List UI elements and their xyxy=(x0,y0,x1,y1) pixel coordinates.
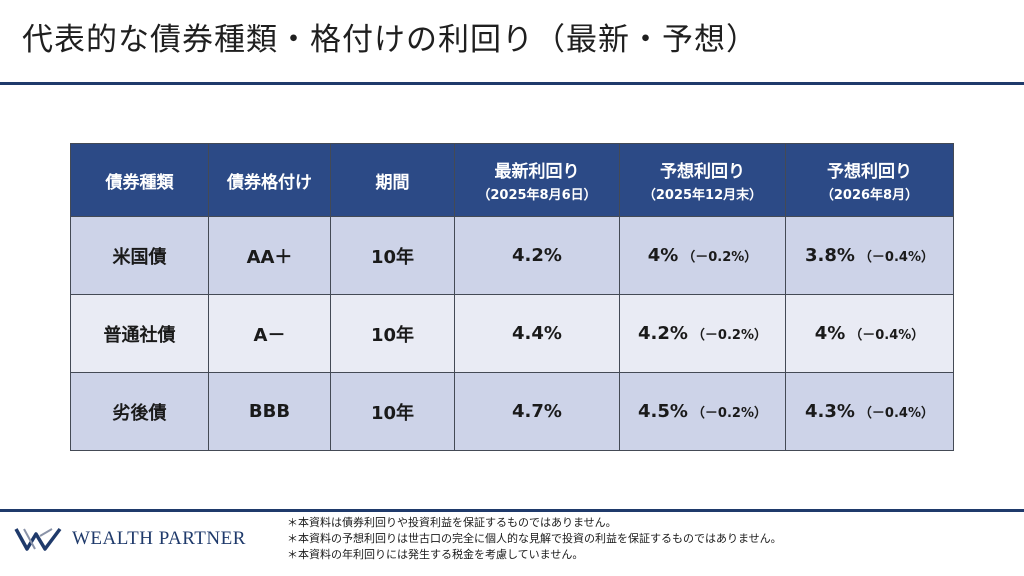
cell-rating: AA＋ xyxy=(208,216,331,295)
forecast-change: （－0.2%） xyxy=(691,328,767,343)
disclaimer-line: ＊本資料は債券利回りや投資利益を保証するものではありません。 xyxy=(287,516,617,529)
cell-rating: A－ xyxy=(208,294,331,373)
forecast-value: 3.8% xyxy=(805,245,855,266)
table-row: 普通社債 A－ 10年 4.4% 4.2% （－0.2%） 4% （－0.4%） xyxy=(70,294,954,373)
header-forecast-2026-date: （2026年8月） xyxy=(820,188,919,203)
cell-bond-type: 普通社債 xyxy=(70,294,209,373)
header-forecast-2026-main: 予想利回り xyxy=(827,162,912,182)
cell-forecast-2025: 4% （－0.2%） xyxy=(619,216,786,295)
forecast-value: 4.3% xyxy=(805,401,855,422)
header-forecast-2025: 予想利回り （2025年12月末） xyxy=(619,143,786,217)
cell-latest-yield: 4.4% xyxy=(454,294,620,373)
cell-bond-type: 劣後債 xyxy=(70,372,209,451)
header-latest-main: 最新利回り xyxy=(494,162,580,182)
cell-term: 10年 xyxy=(330,372,455,451)
table-row: 劣後債 BBB 10年 4.7% 4.5% （－0.2%） 4.3% （－0.4%） xyxy=(70,372,954,451)
wealth-partner-w-logo-icon xyxy=(14,527,62,551)
cell-forecast-2026: 4% （－0.4%） xyxy=(785,294,954,373)
yield-table: 債券種類 債券格付け 期間 最新利回り （2025年8月6日） 予想利回り （2… xyxy=(70,143,954,451)
forecast-value: 4% xyxy=(814,323,846,344)
cell-bond-type: 米国債 xyxy=(70,216,209,295)
page-title: 代表的な債券種類・格付けの利回り（最新・予想） xyxy=(22,22,758,58)
header-latest-date: （2025年8月6日） xyxy=(477,188,597,203)
header-term: 期間 xyxy=(330,143,455,217)
table-row: 米国債 AA＋ 10年 4.2% 4% （－0.2%） 3.8% （－0.4%） xyxy=(70,216,954,295)
cell-forecast-2025: 4.5% （－0.2%） xyxy=(619,372,786,451)
forecast-change: （－0.2%） xyxy=(682,250,758,265)
forecast-change: （－0.2%） xyxy=(691,406,767,421)
title-divider xyxy=(0,82,1024,85)
footer-divider xyxy=(0,509,1024,512)
header-row: 債券種類 債券格付け 期間 最新利回り （2025年8月6日） 予想利回り （2… xyxy=(70,143,954,217)
forecast-change: （－0.4%） xyxy=(858,250,934,265)
cell-latest-yield: 4.7% xyxy=(454,372,620,451)
disclaimer-notes: ＊本資料は債券利回りや投資利益を保証するものではありません。 ＊本資料の予想利回… xyxy=(287,515,782,563)
brand-name: WEALTH PARTNER xyxy=(72,528,246,549)
cell-rating: BBB xyxy=(208,372,331,451)
brand-logo: WEALTH PARTNER xyxy=(14,526,246,552)
forecast-change: （－0.4%） xyxy=(858,406,934,421)
forecast-change: （－0.4%） xyxy=(849,328,925,343)
cell-forecast-2026: 3.8% （－0.4%） xyxy=(785,216,954,295)
forecast-value: 4.5% xyxy=(638,401,688,422)
header-latest-yield: 最新利回り （2025年8月6日） xyxy=(454,143,620,217)
cell-forecast-2026: 4.3% （－0.4%） xyxy=(785,372,954,451)
header-bond-type: 債券種類 xyxy=(70,143,209,217)
forecast-value: 4.2% xyxy=(638,323,688,344)
header-rating: 債券格付け xyxy=(208,143,331,217)
disclaimer-line: ＊本資料の予想利回りは世古口の完全に個人的な見解で投資の利益を保証するものではあ… xyxy=(287,532,782,545)
header-forecast-2025-date: （2025年12月末） xyxy=(642,188,763,203)
cell-term: 10年 xyxy=(330,216,455,295)
header-forecast-2025-main: 予想利回り xyxy=(660,162,745,182)
cell-forecast-2025: 4.2% （－0.2%） xyxy=(619,294,786,373)
cell-latest-yield: 4.2% xyxy=(454,216,620,295)
disclaimer-line: ＊本資料の年利回りには発生する税金を考慮していません。 xyxy=(287,548,584,561)
header-forecast-2026: 予想利回り （2026年8月） xyxy=(785,143,954,217)
cell-term: 10年 xyxy=(330,294,455,373)
forecast-value: 4% xyxy=(647,245,679,266)
